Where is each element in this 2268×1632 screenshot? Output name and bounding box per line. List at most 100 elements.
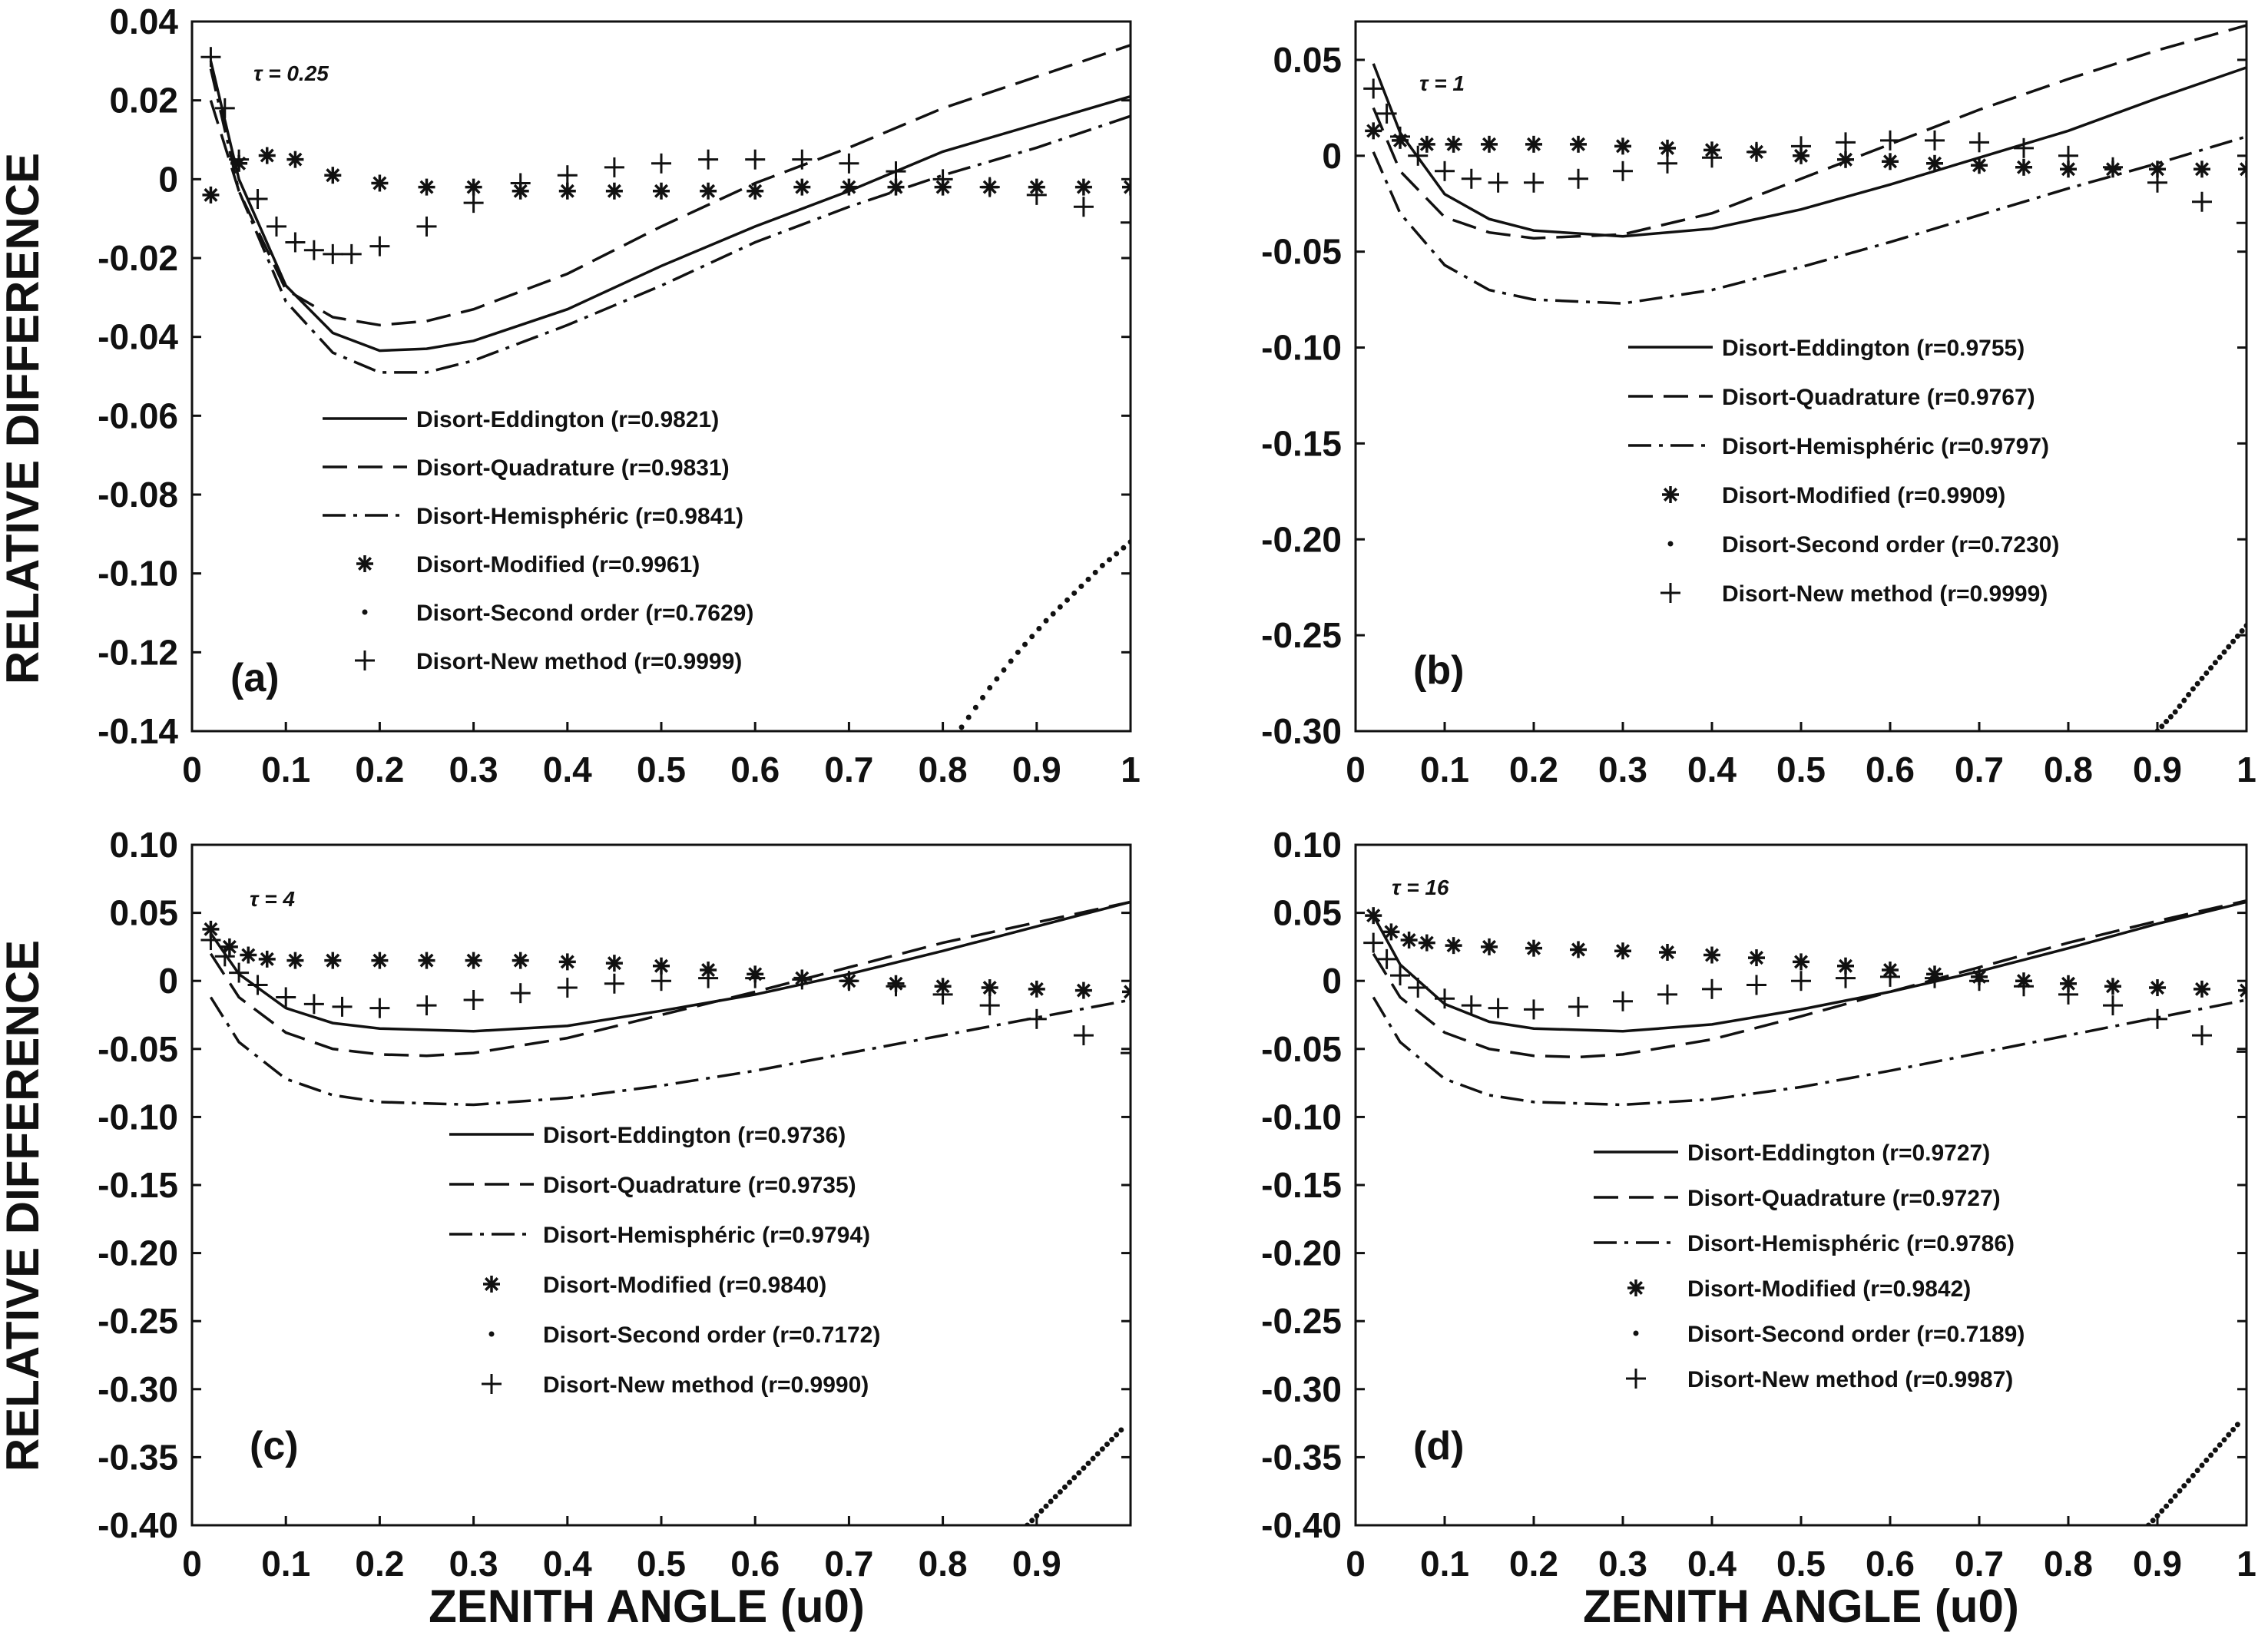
star-point-arm xyxy=(1615,139,1631,154)
plus-point xyxy=(1836,968,1856,988)
y-tick-label: 0 xyxy=(1322,136,1342,176)
series-dot xyxy=(1025,1427,1124,1525)
dot-point xyxy=(2221,649,2227,655)
dot-point xyxy=(1078,583,1084,589)
legend-label: Disort-New method (r=0.9999) xyxy=(416,649,742,674)
star-point xyxy=(2104,978,2121,995)
plus-point xyxy=(651,153,671,174)
y-tick-label: -0.15 xyxy=(1261,423,1342,463)
legend-sample-star-arm xyxy=(1663,487,1678,502)
x-tick-label: 0 xyxy=(1346,750,1366,790)
star-point-arm xyxy=(1419,935,1434,950)
star-point-arm xyxy=(1482,939,1497,954)
plus-point xyxy=(229,149,250,170)
dot-point xyxy=(1034,1513,1040,1519)
dot-point xyxy=(1118,1427,1124,1433)
star-point-arm xyxy=(2061,162,2076,177)
plus-point xyxy=(1791,136,1811,157)
dot-point xyxy=(2234,633,2240,639)
dot-point xyxy=(2154,1513,2160,1519)
legend-label: Disort-New method (r=0.9990) xyxy=(543,1372,869,1398)
star-point-arm xyxy=(795,180,810,194)
tau-label: τ = 4 xyxy=(250,887,295,911)
y-tick-label: -0.25 xyxy=(98,1301,178,1341)
dot-point xyxy=(2164,1503,2170,1509)
plus-point xyxy=(200,930,221,951)
star-point xyxy=(1400,932,1418,949)
legend-item: Disort-Eddington (r=0.9736) xyxy=(449,1123,846,1148)
star-point-arm xyxy=(1526,137,1541,151)
legend-sample-plus xyxy=(482,1374,502,1394)
dot-point xyxy=(2145,1522,2151,1525)
plus-point xyxy=(2014,976,2034,997)
plus-point xyxy=(745,968,766,988)
plus-point xyxy=(2103,995,2123,1016)
plus-point xyxy=(303,240,324,260)
dot-point xyxy=(1104,1442,1110,1448)
star-point xyxy=(558,953,576,971)
plus-point xyxy=(1702,978,1722,999)
plus-point xyxy=(229,962,250,983)
legend-item: Disort-Modified (r=0.9840) xyxy=(483,1273,826,1298)
dot-point xyxy=(1127,539,1131,545)
plus-point xyxy=(1657,153,1677,174)
legend-label: Disort-Eddington (r=0.9755) xyxy=(1722,336,2025,361)
star-point xyxy=(1748,949,1765,967)
x-tick-label: 0.7 xyxy=(824,750,873,790)
star-point xyxy=(558,182,576,200)
plus-point xyxy=(1121,212,1131,233)
dot-point xyxy=(2234,1422,2240,1428)
star-point xyxy=(512,952,529,969)
chart-panel-2: 0.050-0.05-0.10-0.15-0.20-0.25-0.300 0.1 0… xyxy=(1261,20,2256,790)
plus-point xyxy=(1390,126,1410,147)
legend-sample-star xyxy=(483,1276,500,1293)
x-tick-label: 0.8 xyxy=(919,1544,968,1584)
dot-point xyxy=(1099,562,1105,568)
dot-point xyxy=(1071,1475,1078,1481)
star-point-arm xyxy=(1076,983,1091,998)
plus-point xyxy=(1363,78,1384,99)
legend-label: Disort-Modified (r=0.9961) xyxy=(416,552,700,578)
chart-panel-3: 0.100.050-0.05-0.10-0.15-0.20-0.25-0.30-… xyxy=(98,825,1132,1584)
y-tick-label: -0.35 xyxy=(1261,1437,1342,1477)
dot-point xyxy=(980,694,986,700)
y-tick-label: -0.05 xyxy=(98,1029,178,1069)
legend-label: Disort-Modified (r=0.9909) xyxy=(1722,483,2005,508)
x-tick-label: 0.9 xyxy=(2133,1544,2182,1584)
dot-point xyxy=(1081,1465,1087,1471)
star-point xyxy=(1614,942,1631,960)
legend-label: Disort-Modified (r=0.9840) xyxy=(543,1273,826,1298)
star-point-arm xyxy=(1123,989,1131,999)
star-point-arm xyxy=(2239,162,2246,171)
star-point-arm xyxy=(1838,958,1853,973)
star-point xyxy=(2060,161,2077,178)
star-point-arm xyxy=(204,922,218,936)
x-tick-label: 0 xyxy=(1346,1544,1366,1584)
legend-sample-dot xyxy=(362,609,368,615)
star-point xyxy=(1418,135,1435,153)
y-tick-label: 0.04 xyxy=(109,2,178,41)
dot-point xyxy=(1092,569,1098,575)
star-point xyxy=(371,174,389,192)
y-tick-label: 0.10 xyxy=(109,825,178,865)
plus-point xyxy=(1408,978,1429,998)
plus-point xyxy=(1026,1008,1047,1029)
legend-label: Disort-New method (r=0.9987) xyxy=(1687,1367,2013,1392)
star-point-arm xyxy=(372,953,387,968)
star-point-arm xyxy=(1972,158,1987,173)
star-point-arm xyxy=(1402,933,1416,948)
legend-item: Disort-Quadrature (r=0.9735) xyxy=(449,1173,856,1198)
y-axis-label-top: RELATIVE DIFFERENCE xyxy=(0,153,48,684)
star-point-arm xyxy=(1123,180,1131,190)
dot-point xyxy=(1057,1489,1063,1495)
series-dashdot-line xyxy=(1372,135,2246,305)
plus-point xyxy=(2192,1025,2212,1046)
x-tick-label: 0.2 xyxy=(355,1544,404,1584)
dot-point xyxy=(1050,611,1056,617)
panel-label: (b) xyxy=(1413,648,1464,693)
legend-label: Disort-Eddington (r=0.9736) xyxy=(543,1123,846,1148)
plus-point xyxy=(698,968,719,988)
legend-item: Disort-Hemisphéric (r=0.9797) xyxy=(1628,434,2049,459)
legend-item: Disort-Second order (r=0.7172) xyxy=(488,1322,880,1348)
y-tick-label: -0.05 xyxy=(1261,232,1342,272)
